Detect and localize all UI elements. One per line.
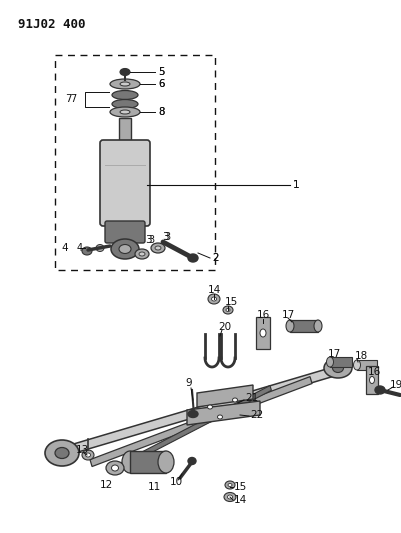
Ellipse shape xyxy=(326,357,333,367)
Ellipse shape xyxy=(369,376,374,384)
Text: 2: 2 xyxy=(211,253,218,263)
Ellipse shape xyxy=(259,329,265,337)
Text: 91J02 400: 91J02 400 xyxy=(18,18,85,31)
Ellipse shape xyxy=(313,320,321,332)
Text: 6: 6 xyxy=(158,79,164,89)
Text: 15: 15 xyxy=(225,297,238,307)
Ellipse shape xyxy=(207,294,219,304)
Text: 20: 20 xyxy=(217,322,231,332)
Text: 8: 8 xyxy=(158,107,164,117)
Bar xyxy=(289,320,317,332)
Text: 4: 4 xyxy=(61,243,68,253)
Ellipse shape xyxy=(158,451,174,473)
Text: 3: 3 xyxy=(148,235,154,245)
Ellipse shape xyxy=(232,398,237,402)
Ellipse shape xyxy=(122,451,138,473)
Text: 3: 3 xyxy=(164,232,170,242)
Ellipse shape xyxy=(82,247,92,255)
Ellipse shape xyxy=(85,453,90,457)
Text: 7: 7 xyxy=(70,94,76,104)
Ellipse shape xyxy=(223,492,235,502)
Bar xyxy=(55,55,215,270)
Ellipse shape xyxy=(332,364,342,373)
Text: 16: 16 xyxy=(367,367,380,377)
Ellipse shape xyxy=(119,245,131,254)
Bar xyxy=(365,366,377,394)
Ellipse shape xyxy=(207,405,212,409)
Ellipse shape xyxy=(374,386,384,394)
Ellipse shape xyxy=(55,448,69,458)
Ellipse shape xyxy=(110,107,140,117)
Polygon shape xyxy=(90,377,311,466)
Polygon shape xyxy=(110,385,271,473)
Text: 5: 5 xyxy=(158,67,164,77)
Ellipse shape xyxy=(120,82,130,86)
Text: 15: 15 xyxy=(233,482,247,492)
Text: 18: 18 xyxy=(354,351,367,361)
Text: 13: 13 xyxy=(76,445,89,455)
Ellipse shape xyxy=(82,450,94,460)
FancyBboxPatch shape xyxy=(100,140,150,226)
Text: 1: 1 xyxy=(292,180,299,190)
Ellipse shape xyxy=(120,69,130,76)
Ellipse shape xyxy=(285,320,293,332)
Text: 19: 19 xyxy=(389,380,401,390)
Ellipse shape xyxy=(188,254,198,262)
Text: 17: 17 xyxy=(327,349,340,359)
Ellipse shape xyxy=(188,410,198,417)
Text: 11: 11 xyxy=(148,482,161,492)
Bar xyxy=(356,360,376,370)
Ellipse shape xyxy=(110,79,140,89)
Text: 3: 3 xyxy=(161,232,168,242)
Text: 9: 9 xyxy=(184,378,191,388)
Ellipse shape xyxy=(106,461,124,475)
Text: 7: 7 xyxy=(65,94,72,104)
Bar xyxy=(329,357,351,367)
Ellipse shape xyxy=(112,100,138,109)
Ellipse shape xyxy=(227,483,231,487)
Text: 22: 22 xyxy=(249,410,263,420)
Text: 4: 4 xyxy=(77,243,83,253)
Text: 21: 21 xyxy=(244,393,257,403)
Text: 3: 3 xyxy=(144,235,151,245)
Ellipse shape xyxy=(223,306,233,314)
Ellipse shape xyxy=(188,457,196,464)
Ellipse shape xyxy=(96,245,104,252)
Polygon shape xyxy=(60,365,342,457)
Ellipse shape xyxy=(45,440,79,466)
Polygon shape xyxy=(186,401,259,425)
Polygon shape xyxy=(196,385,252,407)
Text: 8: 8 xyxy=(158,107,164,117)
Ellipse shape xyxy=(112,91,138,100)
Text: 6: 6 xyxy=(158,79,164,89)
Ellipse shape xyxy=(135,249,149,259)
Bar xyxy=(255,317,269,349)
Ellipse shape xyxy=(225,309,229,311)
Text: 10: 10 xyxy=(170,477,183,487)
Ellipse shape xyxy=(111,239,139,259)
Text: 5: 5 xyxy=(158,67,164,77)
Bar xyxy=(130,451,166,473)
Ellipse shape xyxy=(139,252,145,256)
Ellipse shape xyxy=(211,297,216,301)
Bar xyxy=(119,118,131,143)
Ellipse shape xyxy=(120,110,130,114)
Ellipse shape xyxy=(323,358,351,378)
Ellipse shape xyxy=(151,243,164,253)
Ellipse shape xyxy=(217,415,222,419)
Text: 1: 1 xyxy=(292,180,299,190)
Text: 14: 14 xyxy=(233,495,247,505)
Text: 12: 12 xyxy=(100,480,113,490)
Ellipse shape xyxy=(225,481,235,489)
FancyBboxPatch shape xyxy=(105,221,145,243)
Text: 17: 17 xyxy=(281,310,294,320)
Text: 16: 16 xyxy=(256,310,269,320)
Ellipse shape xyxy=(155,246,160,250)
Text: 14: 14 xyxy=(207,285,221,295)
Ellipse shape xyxy=(111,465,118,471)
Ellipse shape xyxy=(352,360,360,370)
Ellipse shape xyxy=(227,495,232,499)
Text: 2: 2 xyxy=(211,253,218,263)
